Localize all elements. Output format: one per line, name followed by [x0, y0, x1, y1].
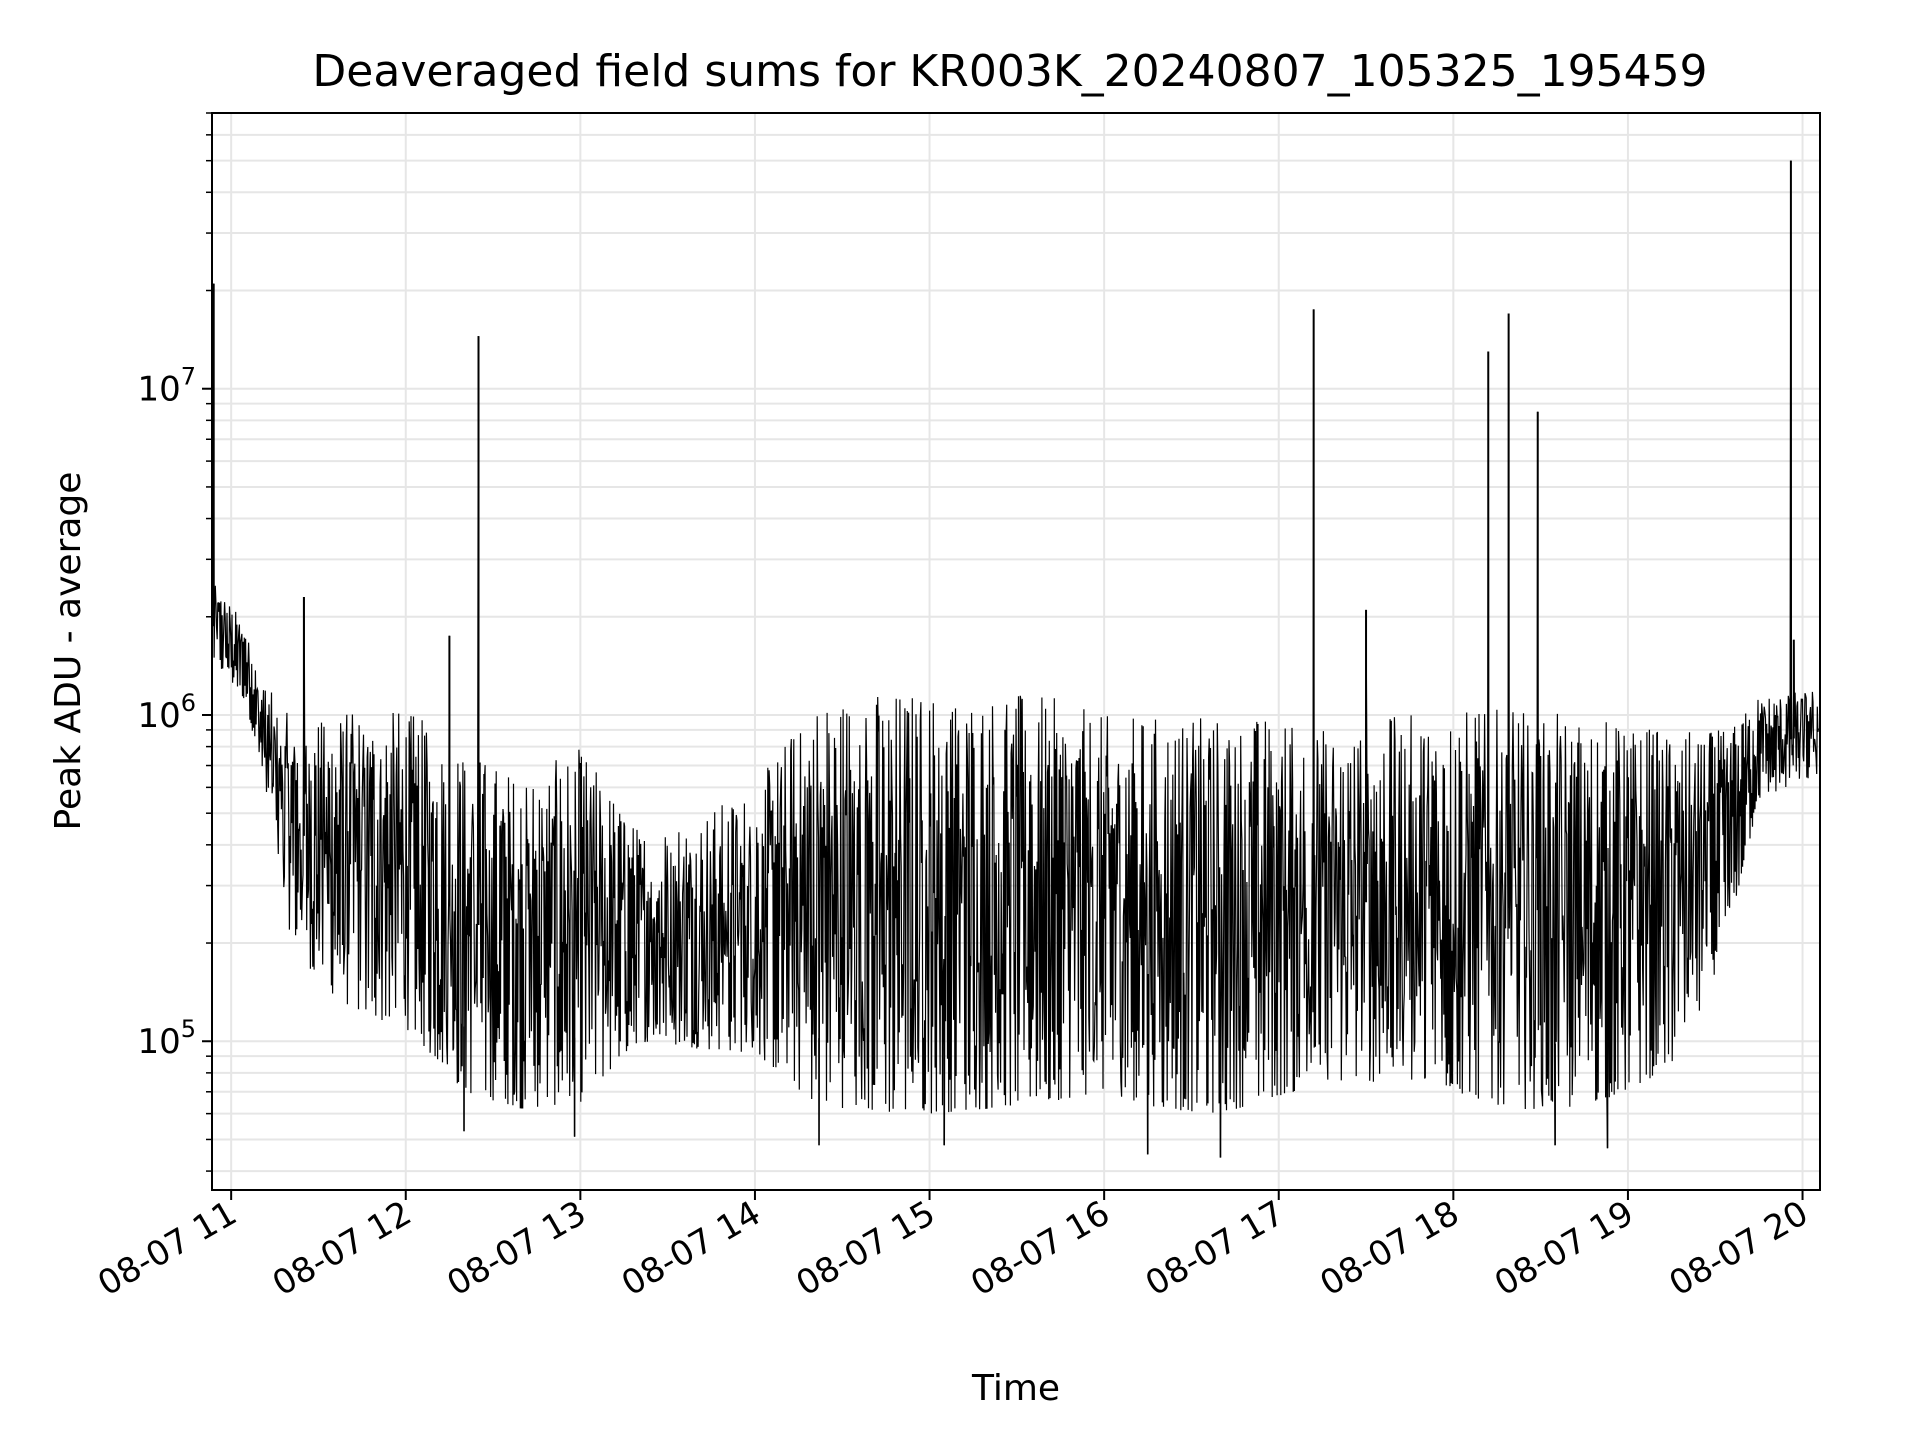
series-line — [212, 160, 1820, 1158]
y-tick-label: 106 — [137, 689, 196, 736]
plot-frame — [211, 112, 1821, 1191]
y-tick-label: 105 — [137, 1015, 196, 1062]
y-tick-label: 107 — [137, 363, 196, 410]
y-axis-label: Peak ADU - average — [48, 472, 89, 831]
chart-title: Deaveraged field sums for KR003K_2024080… — [312, 46, 1707, 97]
x-axis-label: Time — [971, 1368, 1060, 1409]
series-path — [212, 160, 1820, 1158]
y-axis: 105 106 107 — [137, 112, 212, 1172]
